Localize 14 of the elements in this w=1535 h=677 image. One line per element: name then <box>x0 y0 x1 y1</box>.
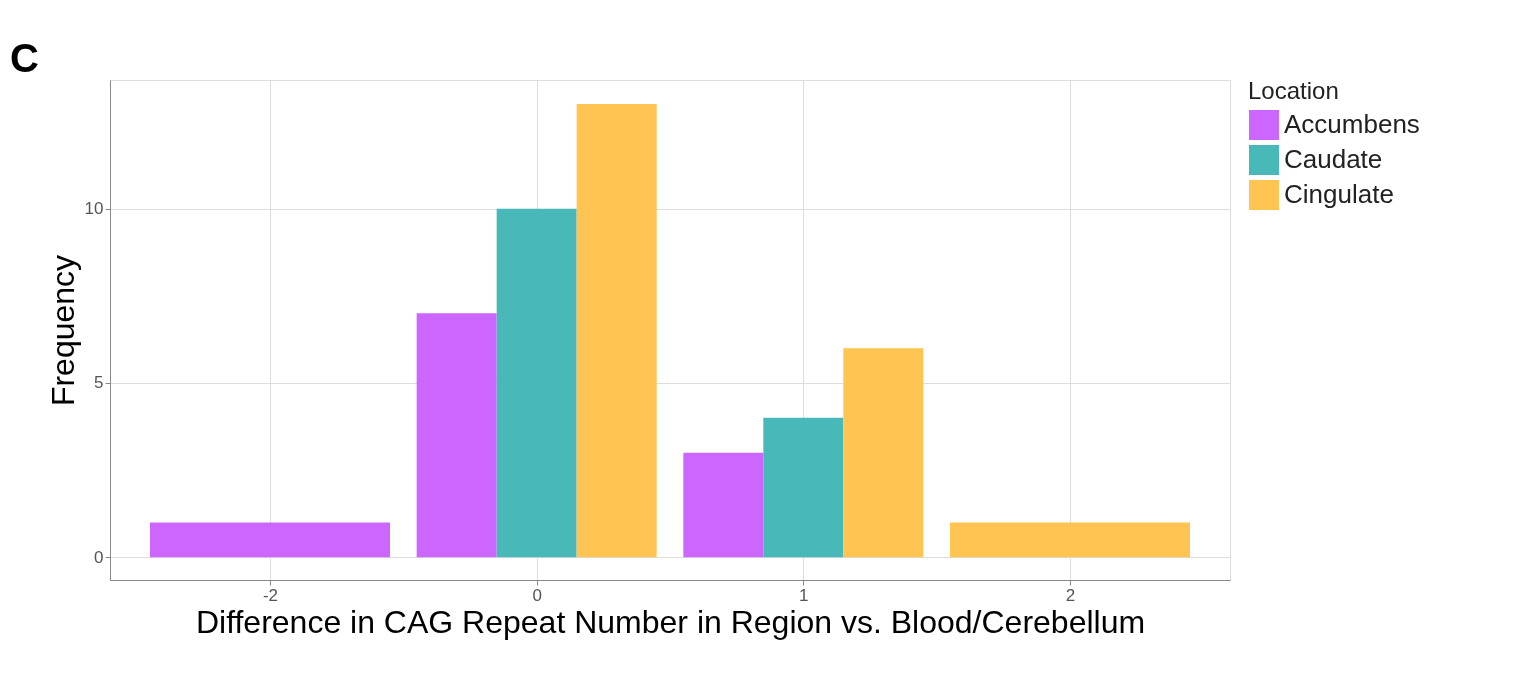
legend-label: Caudate <box>1284 144 1383 174</box>
text: C <box>10 36 39 80</box>
x-tick-label: -2 <box>262 585 279 605</box>
x-tick-label: 2 <box>1065 585 1076 605</box>
x-axis-title: Difference in CAG Repeat Number in Region vs. Blood/Cerebellum <box>195 603 1146 640</box>
y-axis-title: Frequency <box>44 254 81 407</box>
legend-title: Location <box>1248 77 1339 104</box>
legend-label: Cingulate <box>1284 179 1394 209</box>
y-tick-label: 5 <box>94 373 104 393</box>
x-tick-label: 0 <box>532 585 542 605</box>
y-tick-label: 10 <box>84 199 104 219</box>
y-tick-label: 0 <box>94 547 104 567</box>
legend-label: Accumbens <box>1284 109 1420 139</box>
x-tick-label: 1 <box>799 585 809 605</box>
